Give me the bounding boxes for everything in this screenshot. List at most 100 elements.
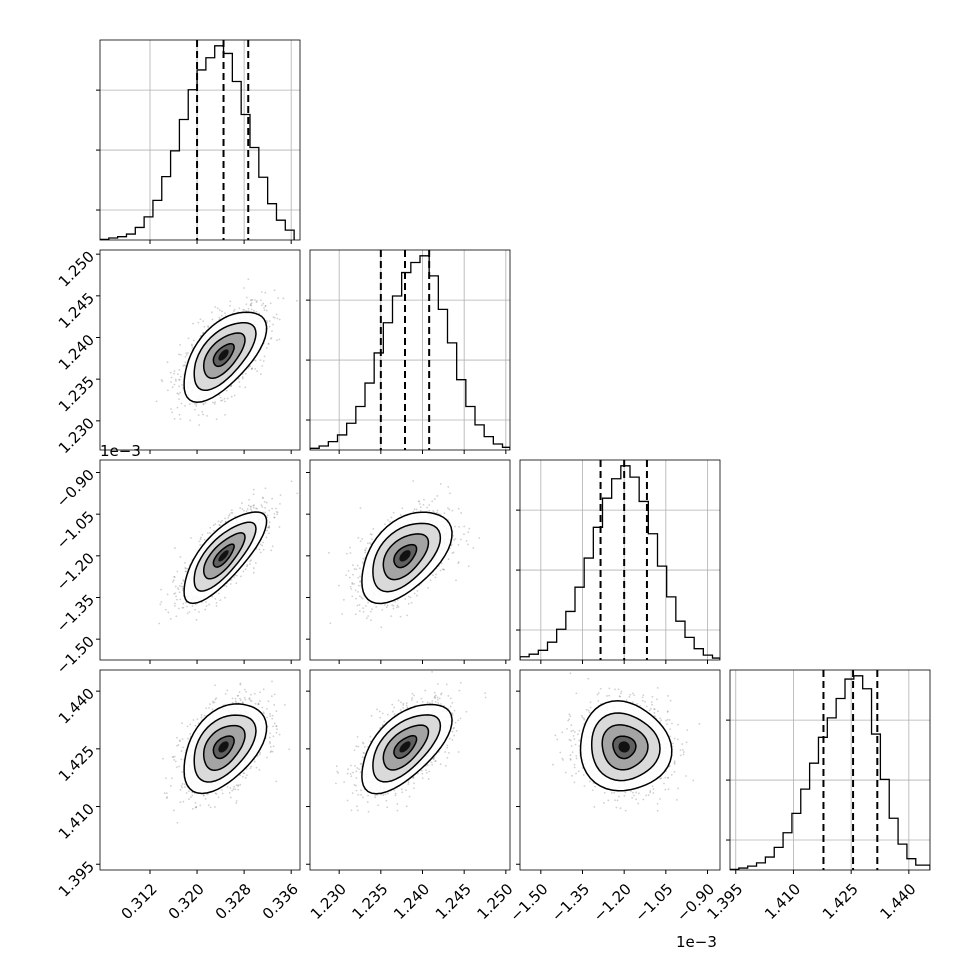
y-tick-label: −1.05 — [53, 507, 98, 552]
sample-point — [255, 507, 257, 510]
sample-point — [177, 607, 180, 610]
sample-point — [257, 703, 260, 706]
sample-point — [264, 305, 267, 307]
sample-point — [245, 309, 248, 312]
sample-point — [182, 579, 184, 581]
sample-point — [259, 373, 262, 376]
sample-point — [466, 543, 469, 546]
sample-point — [235, 582, 238, 584]
sample-point — [404, 598, 407, 600]
sample-point — [273, 722, 276, 725]
sample-point — [367, 542, 369, 545]
sample-point — [179, 375, 182, 378]
sample-point — [268, 509, 271, 512]
sample-point — [235, 574, 238, 577]
contour-line — [372, 522, 442, 593]
sample-point — [203, 325, 206, 328]
sample-point — [246, 508, 249, 510]
sample-point — [250, 700, 253, 703]
sample-point — [436, 509, 439, 512]
sample-point — [202, 413, 204, 416]
sample-point — [197, 414, 200, 417]
sample-point — [241, 376, 244, 378]
sample-point — [238, 381, 241, 383]
sample-point — [259, 551, 262, 554]
sample-point — [243, 509, 245, 512]
sample-point — [247, 278, 250, 281]
sample-point — [252, 567, 255, 569]
sample-point — [467, 565, 470, 568]
sample-point — [250, 304, 253, 307]
sample-point — [463, 525, 466, 528]
sample-point — [254, 367, 257, 370]
sample-point — [206, 532, 209, 534]
sample-point — [160, 601, 163, 603]
sample-point — [277, 297, 280, 300]
sample-point — [328, 551, 330, 554]
sample-point — [191, 346, 194, 349]
sample-point — [218, 524, 221, 526]
sample-point — [216, 307, 219, 310]
sample-point — [195, 405, 198, 407]
sample-point — [384, 603, 386, 606]
sample-point — [407, 602, 410, 605]
sample-point — [170, 777, 173, 780]
sample-point — [181, 384, 183, 386]
sample-point — [264, 487, 267, 490]
sample-point — [178, 369, 181, 371]
sample-point — [173, 575, 175, 578]
sample-point — [176, 570, 179, 573]
sample-point — [260, 299, 262, 302]
sample-point — [192, 807, 194, 810]
sample-point — [266, 320, 268, 323]
sample-point — [224, 517, 227, 520]
sample-point — [349, 552, 352, 554]
sample-point — [188, 403, 191, 405]
sample-point — [273, 516, 276, 519]
sample-point — [254, 299, 256, 301]
sample-point — [221, 399, 224, 402]
sample-point — [268, 525, 271, 527]
sample-point — [267, 526, 270, 529]
sample-point — [244, 372, 247, 375]
sample-point — [228, 514, 230, 517]
sample-point — [172, 580, 174, 583]
sample-point — [262, 688, 265, 691]
sample-point — [249, 508, 252, 511]
sample-point — [279, 502, 281, 505]
sample-point — [436, 495, 439, 497]
sample-point — [384, 523, 386, 526]
sample-point — [419, 506, 422, 508]
sample-point — [237, 784, 240, 787]
sample-point — [229, 796, 232, 799]
sample-point — [264, 291, 267, 294]
sample-point — [217, 520, 220, 523]
sample-point — [211, 595, 214, 598]
sample-point — [250, 693, 252, 696]
sample-point — [272, 323, 274, 326]
sample-point — [229, 300, 232, 303]
sample-point — [259, 543, 262, 546]
sample-point — [359, 580, 362, 582]
sample-point — [263, 309, 266, 311]
sample-point — [162, 757, 164, 760]
sample-point — [233, 576, 236, 579]
sample-point — [252, 506, 255, 509]
sample-point — [186, 605, 188, 608]
sample-point — [182, 606, 185, 609]
sample-point — [265, 536, 268, 539]
sample-point — [410, 601, 413, 604]
sample-point — [472, 547, 475, 549]
sample-point — [264, 506, 266, 509]
sample-point — [261, 304, 263, 307]
sample-point — [219, 599, 222, 602]
panel-frame — [309, 249, 511, 451]
sample-point — [375, 605, 378, 608]
sample-point — [182, 364, 185, 367]
sample-point — [250, 559, 253, 562]
sample-point — [249, 299, 252, 302]
sample-point — [218, 316, 221, 319]
sample-point — [268, 320, 271, 322]
sample-point — [225, 389, 228, 392]
